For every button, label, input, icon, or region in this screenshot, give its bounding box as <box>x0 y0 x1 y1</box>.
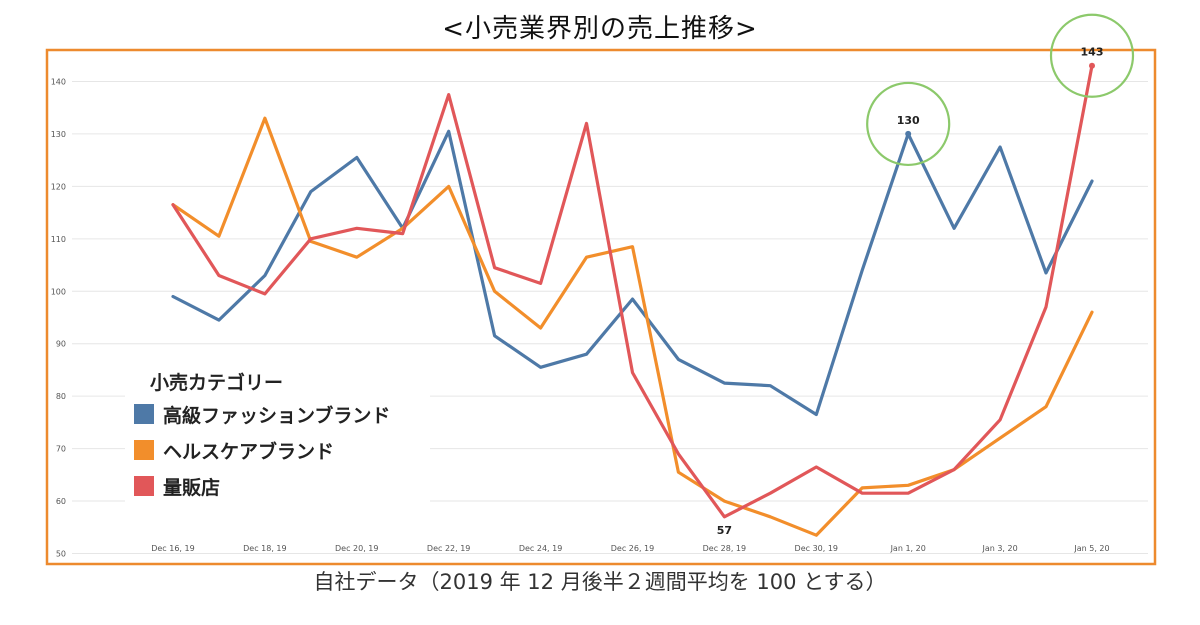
y-tick-label: 140 <box>51 77 66 86</box>
series-line-healthcare <box>171 116 1094 537</box>
y-tick-label: 60 <box>56 497 66 506</box>
legend-background <box>125 365 430 505</box>
x-tick-label: Dec 30, 19 <box>795 544 838 553</box>
x-tick-label: Dec 24, 19 <box>519 544 562 553</box>
legend-swatch-healthcare <box>134 440 154 460</box>
y-tick-label: 90 <box>56 340 66 349</box>
series-line-mass-retail <box>171 64 1094 519</box>
x-tick-label: Jan 5, 20 <box>1073 544 1109 553</box>
x-tick-label: Dec 28, 19 <box>703 544 746 553</box>
data-label: 57 <box>717 524 732 537</box>
y-tick-label: 50 <box>56 550 66 559</box>
y-tick-label: 110 <box>51 235 66 244</box>
legend-label-luxury-fashion: 高級ファッションブランド <box>163 404 390 427</box>
y-tick-label: 130 <box>51 130 66 139</box>
x-tick-label: Dec 18, 19 <box>243 544 286 553</box>
legend-label-healthcare: ヘルスケアブランド <box>163 440 334 463</box>
highlight-point <box>1089 62 1095 69</box>
y-tick-label: 80 <box>56 392 66 401</box>
series-line-luxury-fashion <box>171 129 1094 417</box>
x-tick-label: Dec 20, 19 <box>335 544 378 553</box>
x-tick-label: Jan 3, 20 <box>981 544 1017 553</box>
legend-title: 小売カテゴリー <box>150 371 283 394</box>
legend-swatch-luxury-fashion <box>134 404 154 424</box>
legend: 小売カテゴリー 高級ファッションブランド ヘルスケアブランド 量販店 <box>125 365 430 505</box>
x-tick-label: Dec 16, 19 <box>151 544 194 553</box>
legend-swatch-mass-retail <box>134 476 154 496</box>
data-label: 130 <box>897 114 920 127</box>
y-tick-label: 120 <box>51 182 66 191</box>
highlight-point <box>905 130 912 137</box>
y-tick-label: 100 <box>51 287 66 296</box>
data-label: 143 <box>1081 46 1104 59</box>
x-tick-label: Dec 26, 19 <box>611 544 654 553</box>
chart-title: <小売業界別の売上推移> <box>442 14 758 44</box>
y-tick-label: 70 <box>56 445 66 454</box>
highlight-circle <box>866 81 951 167</box>
x-tick-label: Dec 22, 19 <box>427 544 470 553</box>
chart-caption: 自社データ（2019 年 12 月後半２週間平均を 100 とする） <box>313 570 887 594</box>
legend-label-mass-retail: 量販店 <box>163 476 220 499</box>
x-tick-label: Jan 1, 20 <box>890 544 926 553</box>
highlight-circle <box>1049 13 1135 98</box>
